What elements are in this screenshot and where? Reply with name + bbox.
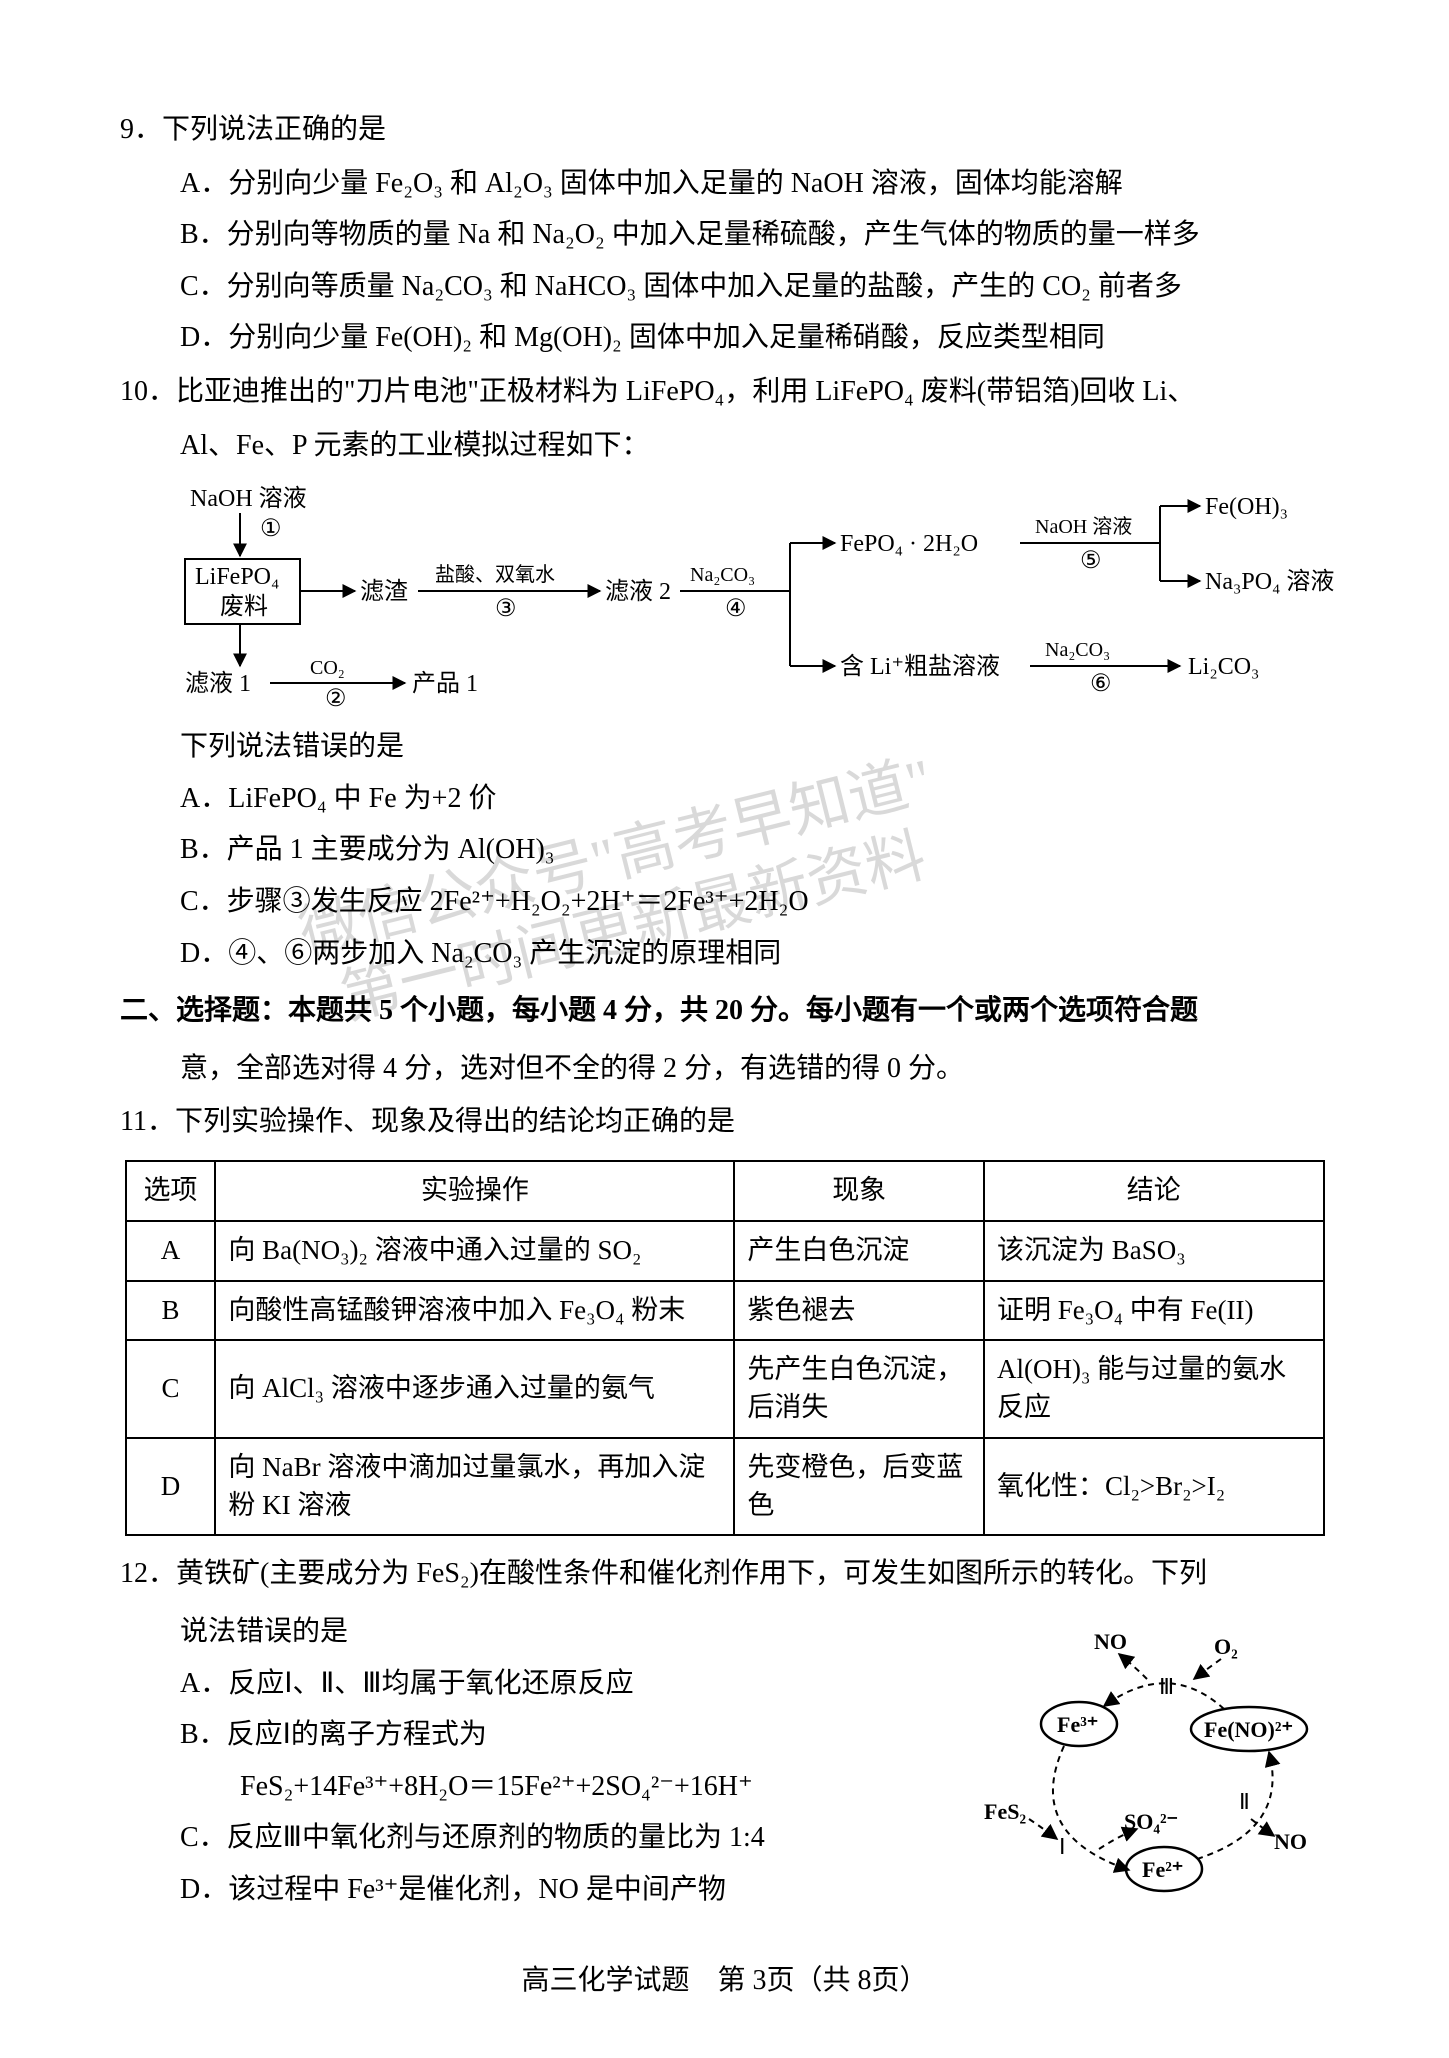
cell-opt: A bbox=[126, 1221, 216, 1281]
q12-opt-b: B．反应Ⅰ的离子方程式为 bbox=[180, 1711, 949, 1759]
th-phenomenon: 现象 bbox=[734, 1161, 984, 1221]
table-row: D 向 NaBr 溶液中滴加过量氯水，再加入淀粉 KI 溶液 先变橙色，后变蓝色… bbox=[126, 1438, 1324, 1536]
page-footer: 高三化学试题 第 3页（共 8页） bbox=[120, 1958, 1329, 1998]
section2-head2: 意，全部选对得 4 分，选对但不全的得 2 分，有选错的得 0 分。 bbox=[180, 1045, 1329, 1093]
q12-stem2: 说法错误的是 bbox=[180, 1608, 949, 1656]
flow-src2: 废料 bbox=[220, 593, 268, 620]
flow-co2: CO₂ bbox=[310, 657, 345, 679]
cell-opt: B bbox=[126, 1281, 216, 1341]
q12-body: 说法错误的是 A．反应Ⅰ、Ⅱ、Ⅲ均属于氧化还原反应 B．反应Ⅰ的离子方程式为 F… bbox=[120, 1604, 1329, 1918]
cell-cc: 氧化性：Cl₂>Br₂>I₂ bbox=[984, 1438, 1324, 1536]
dia-III: Ⅲ bbox=[1159, 1674, 1174, 1699]
section2-head1: 二、选择题：本题共 5 个小题，每小题 4 分，共 20 分。每小题有一个或两个… bbox=[120, 987, 1329, 1035]
flow-step4: ④ bbox=[725, 596, 747, 622]
q10-stem1: 10．比亚迪推出的"刀片电池"正极材料为 LiFePO₄，利用 LiFePO₄ … bbox=[120, 368, 1329, 416]
cell-cc: 该沉淀为 BaSO₃ bbox=[984, 1221, 1324, 1281]
q9-opt-d: D．分别向少量 Fe(OH)₂ 和 Mg(OH)₂ 固体中加入足量稀硝酸，反应类… bbox=[180, 314, 1329, 362]
q12-stem1: 12．黄铁矿(主要成分为 FeS₂)在酸性条件和催化剂作用下，可发生如图所示的转… bbox=[120, 1550, 1329, 1598]
q10-follow: 下列说法错误的是 bbox=[180, 723, 1329, 771]
flow-step5: ⑤ bbox=[1080, 548, 1102, 574]
q12-stem1-text: 黄铁矿(主要成分为 FeS₂)在酸性条件和催化剂作用下，可发生如图所示的转化。下… bbox=[176, 1558, 1207, 1589]
flow-step3: ③ bbox=[495, 596, 517, 622]
dia-feno: Fe(NO)²⁺ bbox=[1204, 1717, 1293, 1742]
q10-opt-a: A．LiFePO₄ 中 Fe 为+2 价 bbox=[180, 775, 1329, 823]
cell-opt: D bbox=[126, 1438, 216, 1536]
q12-opt-b-exp: FeS₂+14Fe³⁺+8H₂O＝15Fe²⁺+2SO₄²⁻+16H⁺ bbox=[240, 1763, 949, 1811]
q10-stem1-text: 比亚迪推出的"刀片电池"正极材料为 LiFePO₄，利用 LiFePO₄ 废料(… bbox=[176, 376, 1195, 407]
q11-stem: 11．下列实验操作、现象及得出的结论均正确的是 bbox=[120, 1098, 1329, 1146]
dia-I: Ⅰ bbox=[1059, 1834, 1066, 1859]
flow-step2: ② bbox=[325, 686, 347, 711]
flow-naoh2: NaOH 溶液 bbox=[1035, 515, 1132, 538]
flow-prod1: 产品 1 bbox=[412, 670, 478, 697]
flow-li2co3: Li₂CO₃ bbox=[1188, 654, 1259, 680]
flow-src1: LiFePO₄ bbox=[195, 564, 279, 590]
dia-fe3: Fe³⁺ bbox=[1057, 1712, 1098, 1737]
flow-slag: 滤渣 bbox=[360, 578, 408, 605]
cell-op: 向 NaBr 溶液中滴加过量氯水，再加入淀粉 KI 溶液 bbox=[215, 1438, 734, 1536]
q9-opt-b: B．分别向等物质的量 Na 和 Na₂O₂ 中加入足量稀硫酸，产生气体的物质的量… bbox=[180, 211, 1329, 259]
table-row: A 向 Ba(NO₃)₂ 溶液中通入过量的 SO₂ 产生白色沉淀 该沉淀为 Ba… bbox=[126, 1221, 1324, 1281]
q10-flowchart: .ft { font-size: 24px; font-family: SimS… bbox=[180, 481, 1329, 711]
dia-o2: O₂ bbox=[1214, 1634, 1238, 1659]
cell-ph: 紫色褪去 bbox=[734, 1281, 984, 1341]
q11-stem-text: 下列实验操作、现象及得出的结论均正确的是 bbox=[175, 1106, 735, 1137]
flow-step3label: 盐酸、双氧水 bbox=[435, 563, 555, 586]
table-header-row: 选项 实验操作 现象 结论 bbox=[126, 1161, 1324, 1221]
cell-ph: 先产生白色沉淀，后消失 bbox=[734, 1340, 984, 1438]
q9-num: 9． bbox=[120, 114, 162, 145]
cell-opt: C bbox=[126, 1340, 216, 1438]
cell-cc: 证明 Fe₃O₄ 中有 Fe(II) bbox=[984, 1281, 1324, 1341]
dia-no: NO bbox=[1094, 1629, 1127, 1654]
table-row: B 向酸性高锰酸钾溶液中加入 Fe₃O₄ 粉末 紫色褪去 证明 Fe₃O₄ 中有… bbox=[126, 1281, 1324, 1341]
cell-op: 向 AlCl₃ 溶液中逐步通入过量的氨气 bbox=[215, 1340, 734, 1438]
q9-stem-text: 下列说法正确的是 bbox=[162, 114, 386, 145]
dia-no2: NO bbox=[1274, 1829, 1307, 1854]
flow-lv1: 滤液 1 bbox=[185, 670, 251, 697]
flow-na3po4: Na₃PO₄ 溶液 bbox=[1205, 568, 1334, 595]
flow-na2co3-2: Na₂CO₃ bbox=[1045, 639, 1110, 661]
q9-opt-c: C．分别向等质量 Na₂CO₃ 和 NaHCO₃ 固体中加入足量的盐酸，产生的 … bbox=[180, 263, 1329, 311]
q12-opt-a: A．反应Ⅰ、Ⅱ、Ⅲ均属于氧化还原反应 bbox=[180, 1660, 949, 1708]
exam-page: 9．下列说法正确的是 A．分别向少量 Fe₂O₃ 和 Al₂O₃ 固体中加入足量… bbox=[0, 0, 1449, 2058]
q12-opt-d: D．该过程中 Fe³⁺是催化剂，NO 是中间产物 bbox=[180, 1866, 949, 1914]
cell-op: 向 Ba(NO₃)₂ 溶液中通入过量的 SO₂ bbox=[215, 1221, 734, 1281]
q10-stem2: Al、Fe、P 元素的工业模拟过程如下： bbox=[180, 422, 1329, 470]
th-operation: 实验操作 bbox=[215, 1161, 734, 1221]
section2-head1-text: 二、选择题：本题共 5 个小题，每小题 4 分，共 20 分。每小题有一个或两个… bbox=[120, 995, 1198, 1026]
dia-fe2: Fe²⁺ bbox=[1142, 1857, 1183, 1882]
flow-li-crude: 含 Li⁺粗盐溶液 bbox=[840, 653, 1000, 680]
dia-fes2: FeS₂ bbox=[984, 1799, 1026, 1824]
table-row: C 向 AlCl₃ 溶液中逐步通入过量的氨气 先产生白色沉淀，后消失 Al(OH… bbox=[126, 1340, 1324, 1438]
q11-table: 选项 实验操作 现象 结论 A 向 Ba(NO₃)₂ 溶液中通入过量的 SO₂ … bbox=[125, 1160, 1325, 1537]
flow-lv2: 滤液 2 bbox=[605, 578, 671, 605]
q10-opt-c: C．步骤③发生反应 2Fe²⁺+H₂O₂+2H⁺＝2Fe³⁺+2H₂O bbox=[180, 878, 1329, 926]
flow-na2co3-1: Na₂CO₃ bbox=[690, 564, 755, 586]
flow-step1: ① bbox=[260, 516, 282, 542]
q10-opt-b: B．产品 1 主要成分为 Al(OH)₃ bbox=[180, 826, 1329, 874]
q9-opt-a: A．分别向少量 Fe₂O₃ 和 Al₂O₃ 固体中加入足量的 NaOH 溶液，固… bbox=[180, 160, 1329, 208]
q10-num: 10． bbox=[120, 376, 176, 407]
flow-fepo4: FePO₄ · 2H₂O bbox=[840, 531, 978, 557]
flow-feoh3: Fe(OH)₃ bbox=[1205, 494, 1288, 520]
q11-num: 11． bbox=[120, 1106, 175, 1137]
flow-naoh: NaOH 溶液 bbox=[190, 485, 307, 512]
cell-ph: 先变橙色，后变蓝色 bbox=[734, 1438, 984, 1536]
th-conclusion: 结论 bbox=[984, 1161, 1324, 1221]
cell-op: 向酸性高锰酸钾溶液中加入 Fe₃O₄ 粉末 bbox=[215, 1281, 734, 1341]
q12-opt-c: C．反应Ⅲ中氧化剂与还原剂的物质的量比为 1:4 bbox=[180, 1814, 949, 1862]
q12-left: 说法错误的是 A．反应Ⅰ、Ⅱ、Ⅲ均属于氧化还原反应 B．反应Ⅰ的离子方程式为 F… bbox=[120, 1604, 949, 1918]
q9-stem: 9．下列说法正确的是 bbox=[120, 106, 1329, 154]
cell-ph: 产生白色沉淀 bbox=[734, 1221, 984, 1281]
q12-num: 12． bbox=[120, 1558, 176, 1589]
flow-step6: ⑥ bbox=[1090, 671, 1112, 697]
th-option: 选项 bbox=[126, 1161, 216, 1221]
q10-opt-d: D．④、⑥两步加入 Na₂CO₃ 产生沉淀的原理相同 bbox=[180, 930, 1329, 978]
cell-cc: Al(OH)₃ 能与过量的氨水反应 bbox=[984, 1340, 1324, 1438]
q12-diagram: .nt { font-size: 22px; font-family: SimS… bbox=[969, 1604, 1329, 1909]
dia-II: Ⅱ bbox=[1239, 1789, 1250, 1814]
